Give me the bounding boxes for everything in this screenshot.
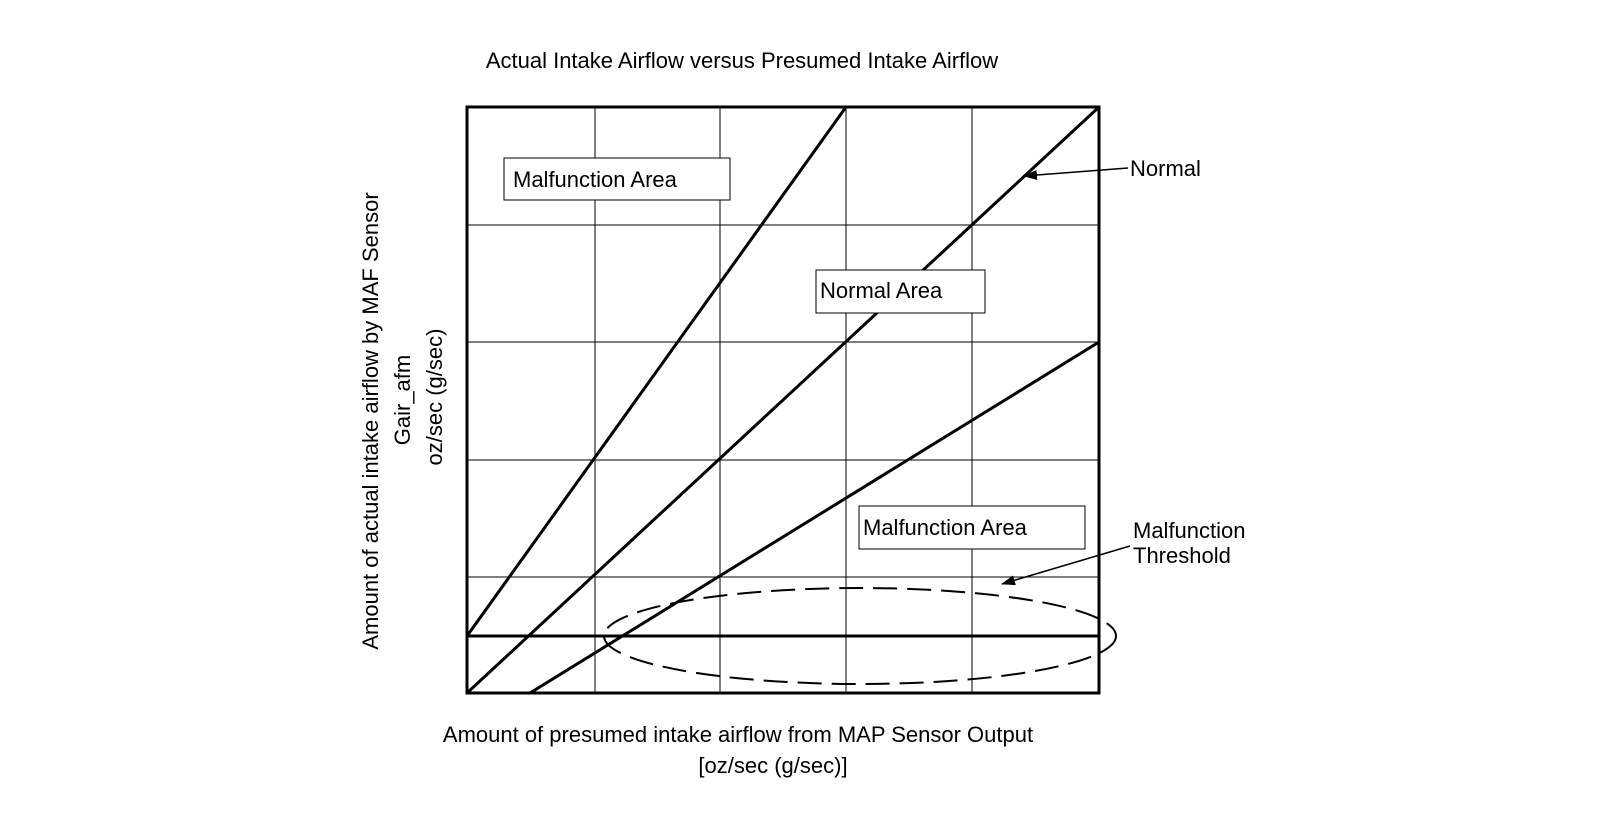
normal-callout-arrow	[1024, 168, 1128, 176]
upper-malfunction-area-box: Malfunction Area	[504, 158, 730, 200]
threshold-callout-arrow	[1002, 546, 1130, 584]
normal-area-box: Normal Area	[816, 270, 985, 313]
normal-area-label: Normal Area	[820, 278, 943, 303]
y-axis-label-line1: Amount of actual intake airflow by MAF S…	[358, 192, 383, 649]
y-axis-label-line3: oz/sec (g/sec)	[422, 329, 447, 466]
x-axis-label-line2: [oz/sec (g/sec)]	[698, 753, 847, 778]
normal-callout-label: Normal	[1130, 156, 1201, 181]
threshold-callout-label-line2: Threshold	[1133, 543, 1231, 568]
diagram-title: Actual Intake Airflow versus Presumed In…	[486, 48, 998, 73]
upper-malfunction-area-label: Malfunction Area	[513, 167, 678, 192]
x-axis-label-line1: Amount of presumed intake airflow from M…	[443, 722, 1033, 747]
lower-malfunction-area-label: Malfunction Area	[863, 515, 1028, 540]
lower-malfunction-area-box: Malfunction Area	[859, 506, 1085, 549]
threshold-callout-label-line1: Malfunction	[1133, 518, 1246, 543]
y-axis-label-line2: Gair_afm	[390, 355, 415, 445]
